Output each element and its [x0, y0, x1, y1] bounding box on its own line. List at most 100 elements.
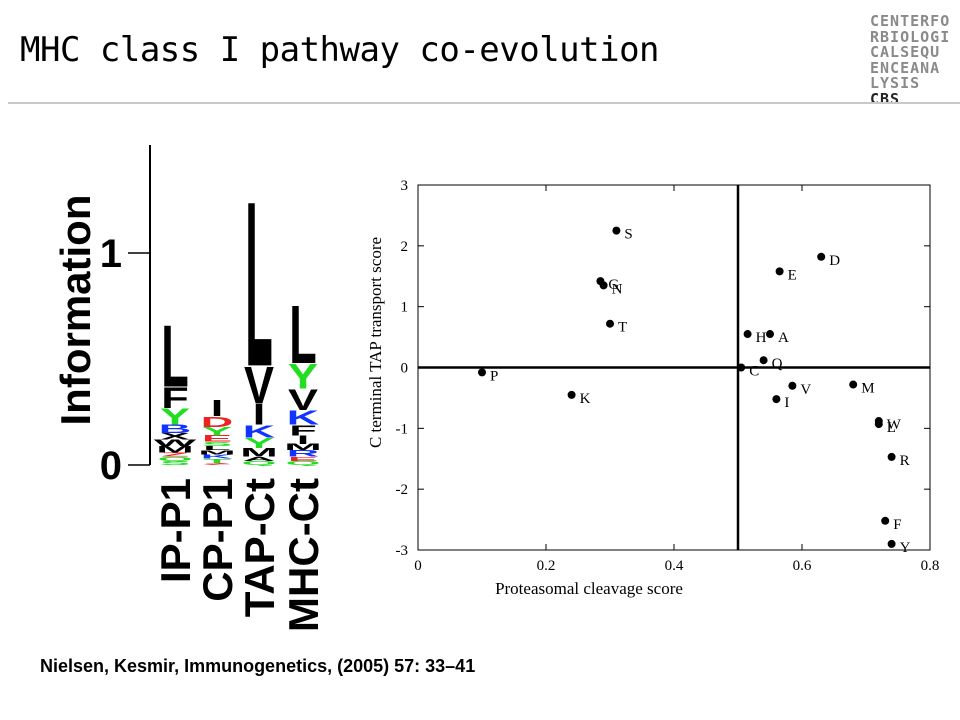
logo-letter: Y — [244, 435, 274, 451]
logo-letter: A — [243, 455, 275, 462]
logo-y-tick-label: 0 — [100, 444, 122, 488]
data-point-label: Q — [772, 356, 783, 372]
scatter-frame — [417, 184, 931, 551]
logo-letter: M — [198, 449, 235, 456]
data-point — [874, 420, 883, 429]
data-point-label: K — [580, 391, 591, 407]
y-tick-label: 0 — [401, 361, 409, 377]
logo-letter: M — [156, 444, 193, 454]
x-tick-label: 0.2 — [537, 558, 556, 574]
logo-letter: I — [297, 433, 310, 446]
logo-letter: L — [203, 445, 230, 452]
logo-letter: X — [160, 432, 191, 442]
data-point-label: D — [829, 253, 840, 269]
y-tick-label: -2 — [396, 482, 409, 498]
logo-letter: Y — [160, 403, 190, 430]
logo-line-text: LYSIS — [870, 74, 921, 93]
data-point — [887, 539, 896, 548]
y-tick-label: 2 — [401, 239, 409, 255]
logo-column-label: MHC-Ct — [280, 478, 327, 632]
logo-letter: D — [201, 414, 233, 430]
data-point-label: N — [612, 281, 623, 297]
logo-letter: S — [202, 441, 232, 448]
logo-letter: L — [161, 307, 188, 405]
data-point — [759, 356, 768, 365]
x-tick-label: 0 — [414, 558, 422, 574]
data-point — [596, 277, 605, 286]
logo-letter: V — [244, 356, 274, 415]
title-divider — [8, 102, 960, 104]
logo-letter: M — [284, 442, 321, 452]
x-tick-label: 0.6 — [793, 558, 812, 574]
logo-y-axis-label: Information — [52, 195, 99, 426]
logo-letter: F — [161, 382, 188, 415]
logo-letter: F — [289, 423, 316, 439]
y-tick-label: 1 — [401, 300, 409, 316]
logo-letter: L — [245, 151, 272, 415]
data-point-label: T — [618, 320, 627, 336]
y-tick-label: -3 — [396, 543, 409, 559]
logo-letter: K — [243, 422, 276, 442]
data-point — [772, 395, 781, 404]
x-tick-label: 0.8 — [921, 558, 940, 574]
data-point-label: I — [784, 395, 789, 411]
data-point — [775, 267, 784, 276]
y-axis-label: C terminal TAP transport score — [366, 237, 385, 448]
data-point — [599, 281, 608, 290]
data-point-label: P — [490, 368, 498, 384]
data-point — [817, 252, 826, 261]
data-point-label: R — [900, 453, 910, 469]
logo-letter: K — [201, 453, 233, 460]
logo-letter: T — [203, 458, 231, 465]
logo-letter: Y — [202, 425, 232, 438]
data-point-label: W — [887, 417, 902, 433]
logo-y-tick-label: 1 — [100, 232, 122, 276]
data-point-label: C — [749, 364, 759, 380]
logo-cbs: CBS — [870, 89, 901, 108]
logo-letter: Z — [203, 462, 230, 465]
y-tick-label: -1 — [396, 421, 409, 437]
citation: Nielsen, Kesmir, Immunogenetics, (2005) … — [40, 656, 476, 676]
x-tick-label: 0.4 — [665, 558, 684, 574]
data-point — [874, 417, 883, 426]
logo-line: CENTERFO — [870, 12, 951, 30]
data-point — [612, 226, 621, 235]
data-point — [743, 330, 752, 339]
logo-letter: Q — [158, 455, 193, 462]
logo-letter: Z — [161, 451, 188, 458]
logo-line: CALSEQU — [870, 43, 941, 62]
data-point — [849, 380, 858, 389]
y-tick-label: 3 — [401, 178, 409, 194]
logo-letter: V — [288, 384, 319, 417]
logo-letter: R — [287, 449, 319, 459]
data-point-label: L — [887, 420, 896, 436]
data-point — [606, 319, 614, 328]
data-point-label: Y — [900, 540, 911, 556]
logo-letter: Q — [286, 460, 321, 467]
logo-line: ENCEANA — [870, 58, 941, 77]
logo-letter: I — [211, 395, 224, 422]
x-axis-label: Proteasomal cleavage score — [495, 579, 683, 598]
cbs-logo: CENTERFO RBIOLOGI CALSEQU ENCEANA LYSIS … — [870, 12, 960, 108]
logo-letter: K — [287, 406, 319, 429]
logo-letter: B — [159, 422, 191, 435]
data-point-label: F — [893, 517, 901, 533]
logo-letter: Y — [288, 356, 318, 396]
data-point-label: E — [788, 267, 797, 283]
data-point — [737, 363, 746, 372]
data-point — [478, 368, 486, 377]
logo-letter: M — [240, 446, 277, 459]
data-point-label: G — [608, 277, 619, 293]
data-point-label: H — [756, 330, 767, 346]
slide-title: MHC class I pathway co-evolution — [20, 30, 660, 70]
logo-letter: E — [288, 455, 318, 462]
logo-letter: L — [289, 290, 316, 382]
data-point-label: M — [861, 381, 874, 397]
logo-column-label: CP-P1 — [194, 478, 241, 602]
logo-letter: I — [253, 399, 265, 432]
data-point-label: S — [624, 227, 632, 243]
logo-line: RBIOLOGI — [870, 27, 951, 46]
data-point — [881, 516, 890, 525]
